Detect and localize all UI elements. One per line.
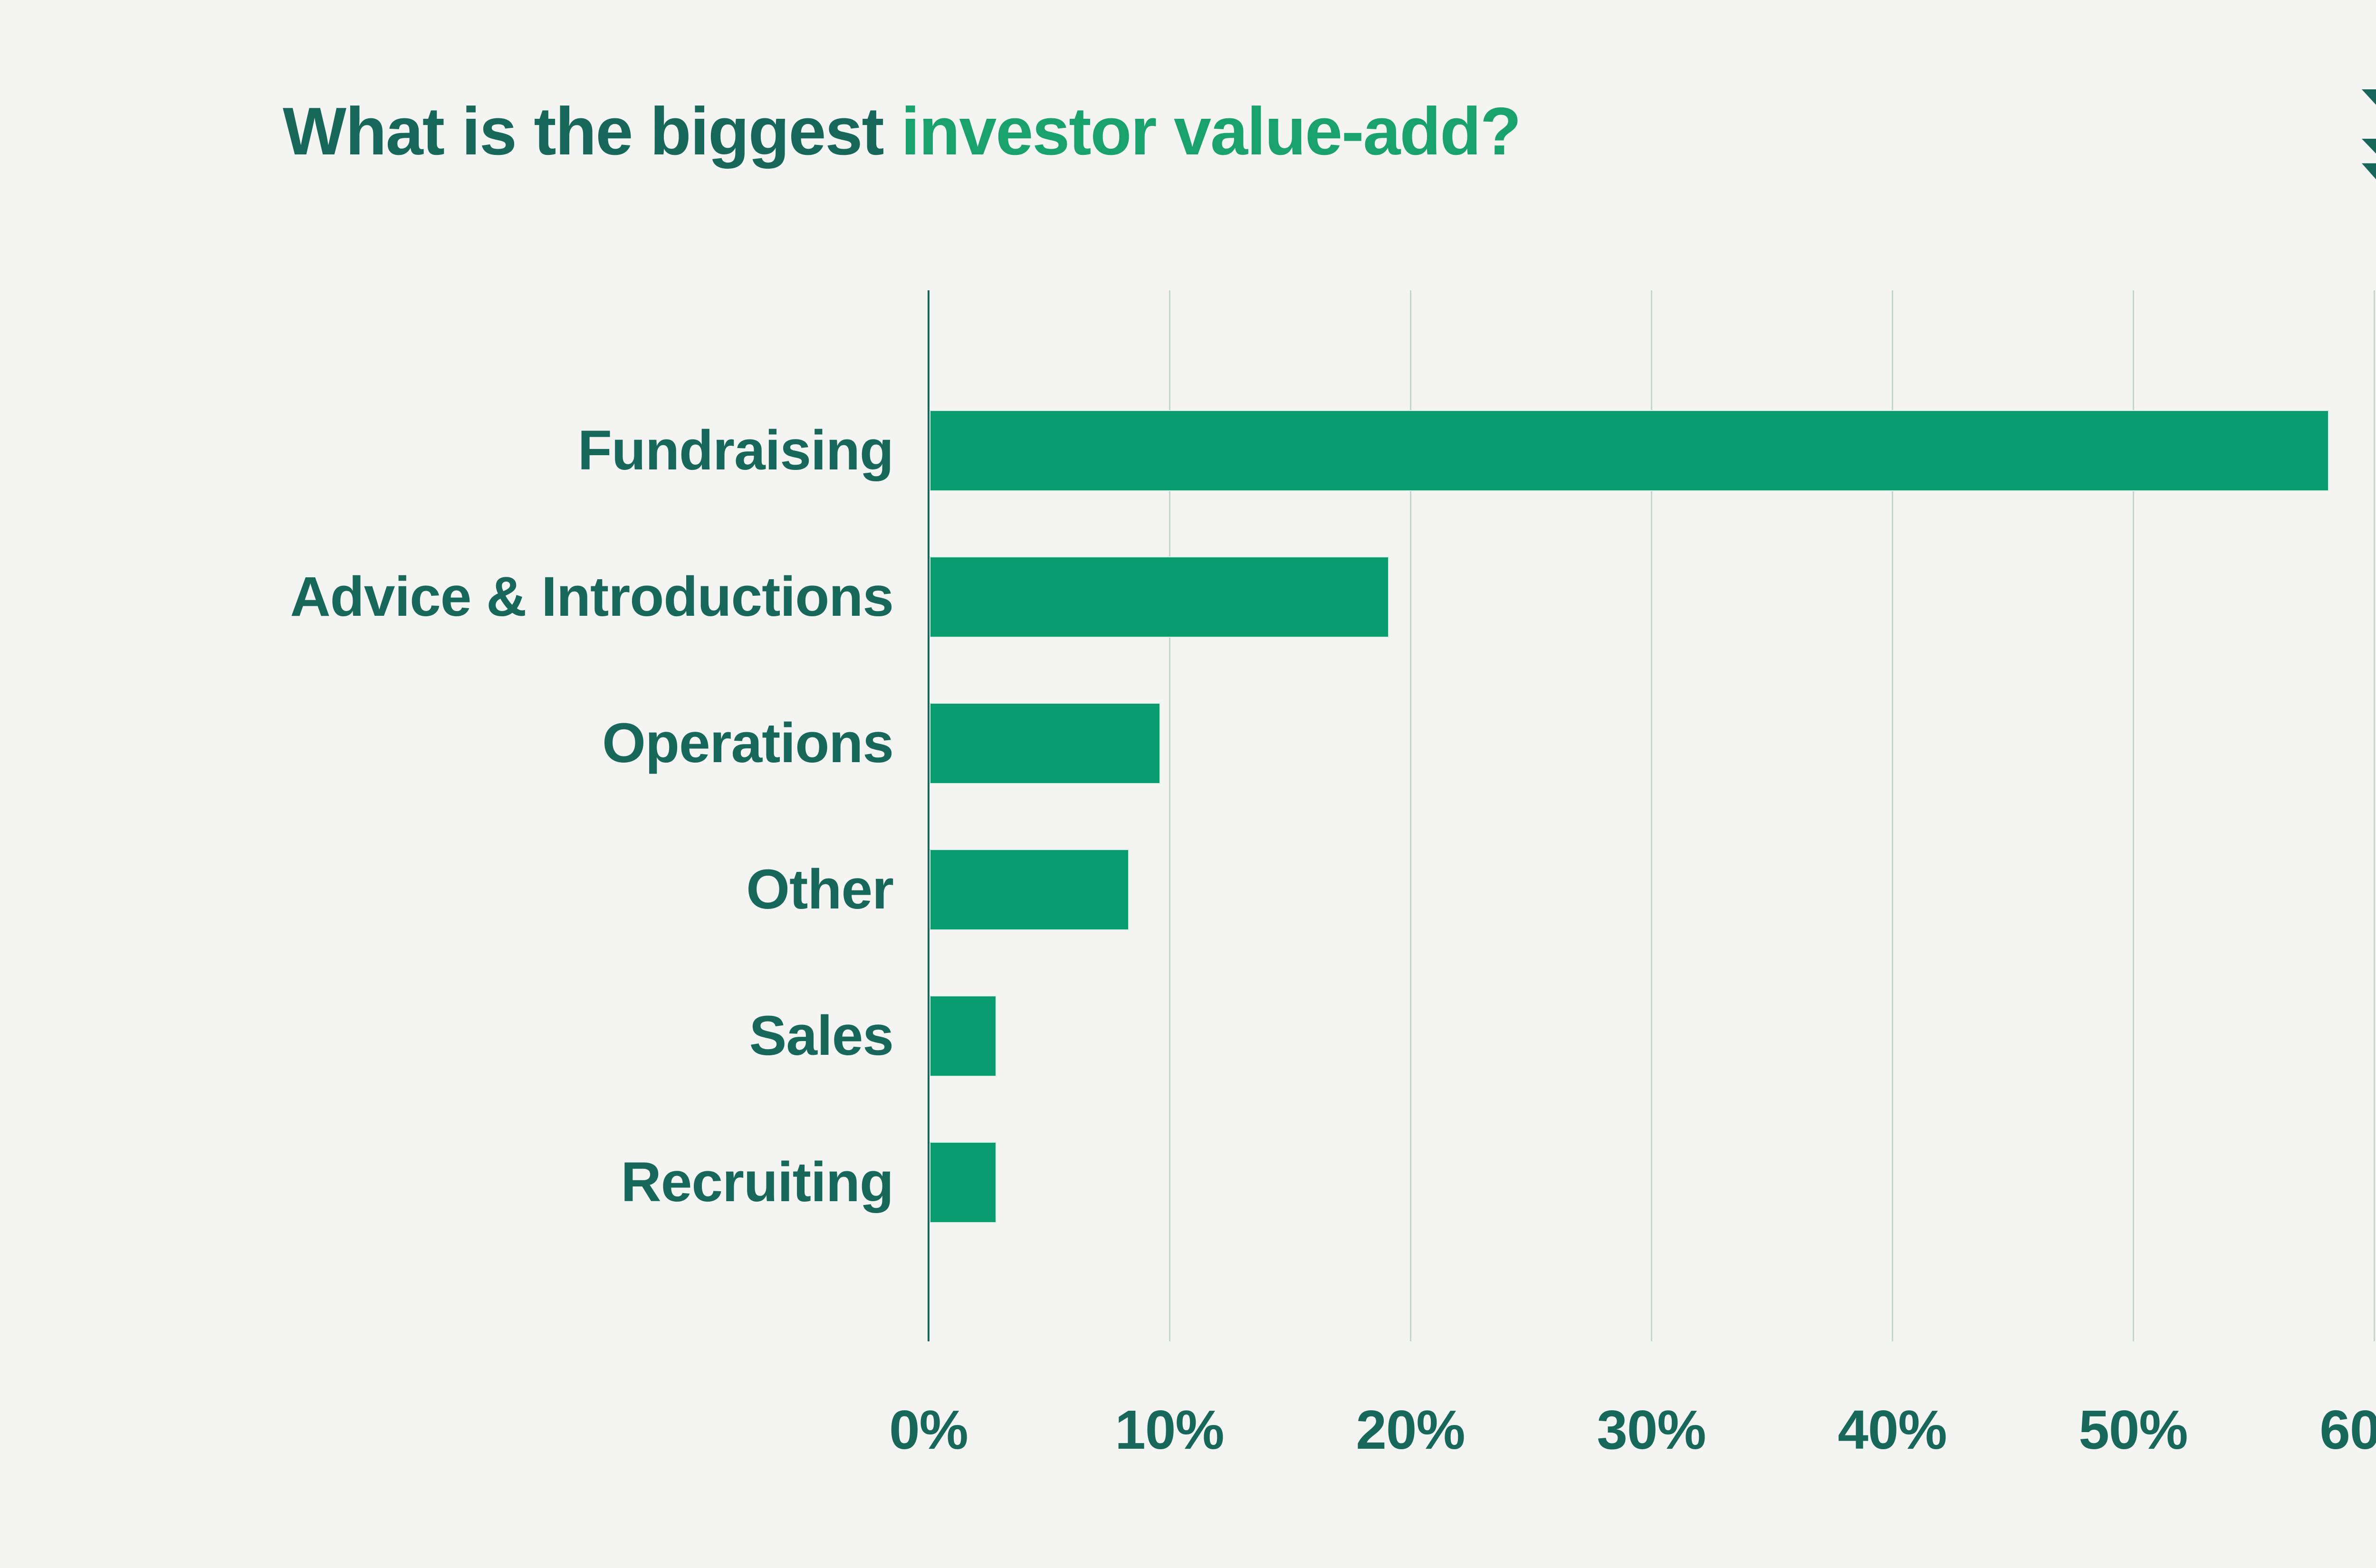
- good-signal-logo-icon: [2362, 89, 2376, 180]
- x-tick-label-0: 0%: [889, 1399, 968, 1461]
- gridline-50: [2133, 290, 2134, 1341]
- x-tick-label-60: 60%: [2319, 1399, 2376, 1461]
- category-label-other: Other: [746, 858, 894, 921]
- bar-recruiting: [930, 1143, 996, 1222]
- page-title: What is the biggest investor value-add?: [283, 98, 1522, 165]
- category-label-operations: Operations: [602, 712, 894, 774]
- x-tick-label-20: 20%: [1356, 1399, 1465, 1461]
- bar-sales: [930, 996, 996, 1076]
- gridline-10: [1169, 290, 1170, 1341]
- bar-operations: [930, 704, 1159, 783]
- gridline-40: [1892, 290, 1893, 1341]
- title-dark-part: What is the biggest: [283, 94, 901, 169]
- x-tick-label-10: 10%: [1115, 1399, 1224, 1461]
- gridline-30: [1651, 290, 1652, 1341]
- gridline-60: [2374, 290, 2375, 1341]
- gridline-20: [1410, 290, 1411, 1341]
- category-label-sales: Sales: [749, 1004, 894, 1067]
- x-tick-label-50: 50%: [2079, 1399, 2188, 1461]
- bar-other: [930, 850, 1128, 929]
- y-axis-line: [928, 290, 929, 1341]
- x-tick-label-40: 40%: [1838, 1399, 1947, 1461]
- bar-fundraising: [930, 411, 2328, 490]
- category-label-fundraising: Fundraising: [577, 419, 894, 482]
- category-label-advice-introductions: Advice & Introductions: [290, 565, 894, 628]
- bar-advice-introductions: [930, 557, 1388, 637]
- category-label-recruiting: Recruiting: [621, 1151, 894, 1214]
- x-tick-label-30: 30%: [1597, 1399, 1706, 1461]
- title-highlight-part: investor value-add?: [901, 94, 1521, 169]
